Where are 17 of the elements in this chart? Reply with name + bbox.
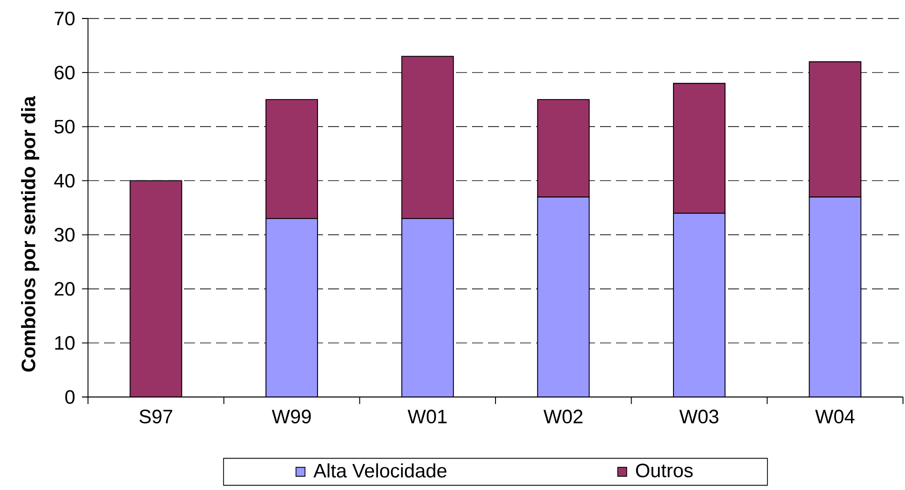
y-tick-label: 70 (54, 12, 75, 26)
y-tick-label: 20 (54, 282, 75, 296)
x-tick-label: W03 (679, 410, 718, 424)
y-tick-label: 30 (54, 228, 75, 242)
x-tick-label: W04 (815, 410, 854, 424)
y-axis-title: Comboios por sentido por dia (21, 96, 40, 372)
x-tick-label: W02 (544, 410, 582, 424)
x-tick-label: W99 (272, 410, 311, 424)
x-tick-label: W01 (408, 410, 447, 424)
legend-label: Outros (636, 464, 693, 478)
y-tick-label: 40 (54, 174, 75, 188)
y-tick-label: 50 (54, 120, 75, 134)
x-tick-label: S97 (140, 410, 172, 424)
y-tick-label: 10 (55, 336, 75, 350)
y-tick-label: 60 (54, 66, 75, 80)
legend-label: Alta Velocidade (313, 463, 446, 478)
y-tick-label: 0 (65, 390, 75, 404)
